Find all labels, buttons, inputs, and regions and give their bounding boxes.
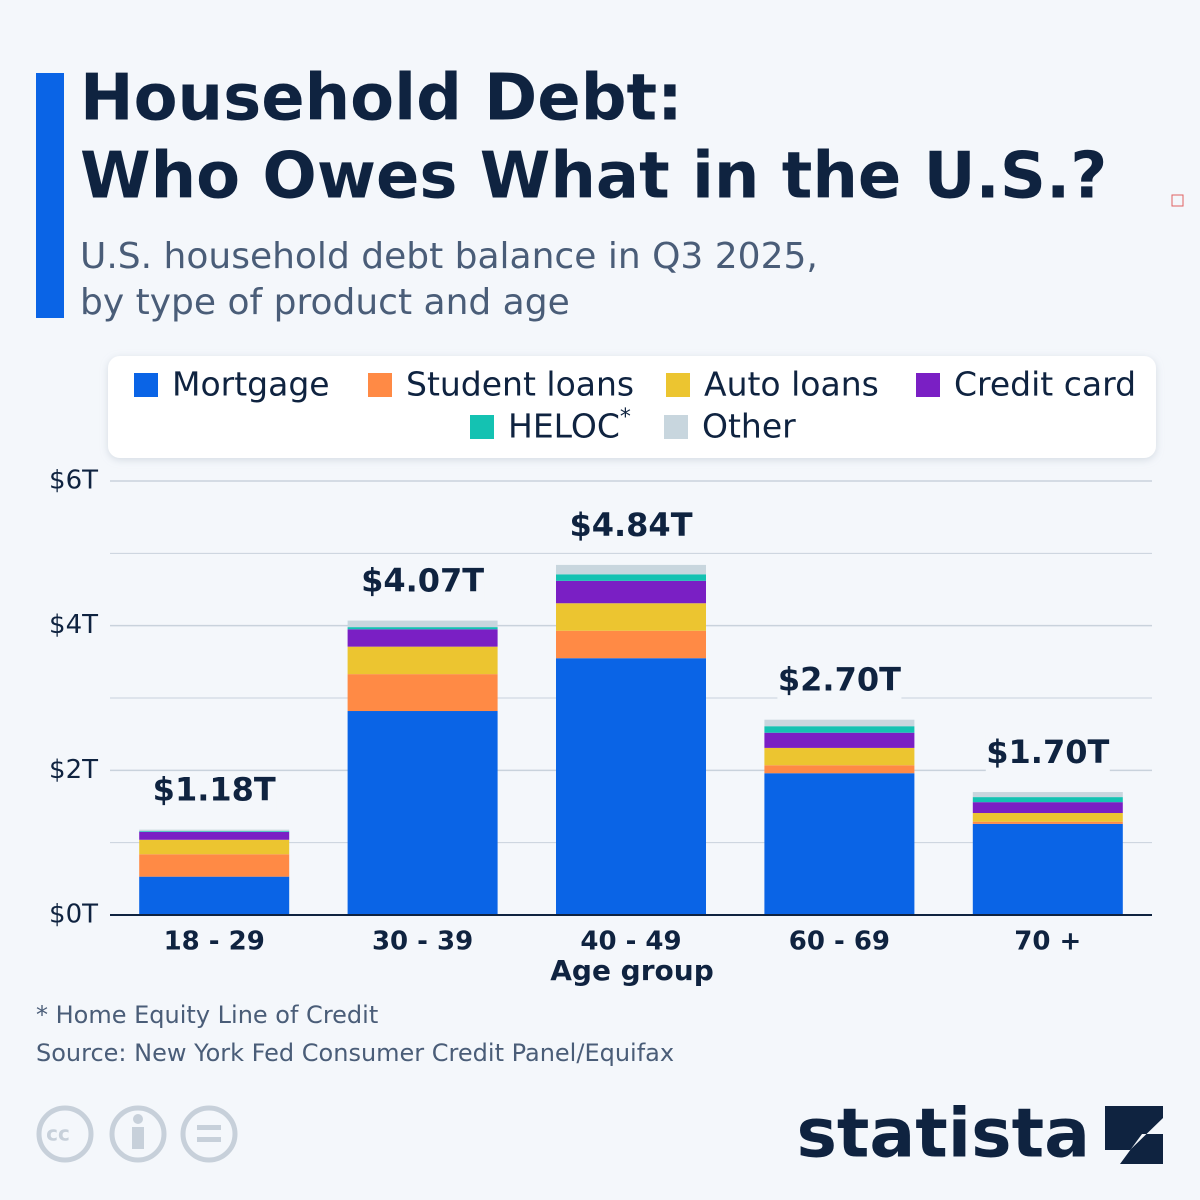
bar-segment bbox=[347, 646, 498, 675]
bar-segment bbox=[347, 620, 498, 628]
plot: $0T $2T $4T $6T $1.18T 18 - 29 $4.07T 30 - 39 $4… bbox=[49, 466, 1152, 957]
bar-segment bbox=[556, 564, 706, 575]
bar-segment bbox=[764, 719, 915, 727]
brand: statista bbox=[796, 1095, 1090, 1174]
license-icons bbox=[36, 1105, 238, 1163]
legend-swatch bbox=[664, 415, 688, 439]
bar-segment bbox=[556, 580, 706, 604]
bar-segment bbox=[972, 813, 1123, 822]
chart-subtitle: U.S. household debt balance in Q3 2025, bbox=[80, 236, 818, 277]
legend-label: Credit card bbox=[954, 365, 1136, 404]
bar-segment bbox=[972, 797, 1123, 803]
legend-label: Student loans bbox=[406, 365, 634, 404]
chart-title: Who Owes What in the U.S.? bbox=[80, 140, 1107, 214]
bar-segment bbox=[764, 747, 915, 766]
y-tick-label: $4T bbox=[49, 610, 98, 640]
cc-glyph: cc bbox=[46, 1122, 70, 1146]
legend-swatch bbox=[666, 373, 690, 397]
bar-segment bbox=[764, 726, 915, 733]
bar-segment bbox=[556, 630, 706, 659]
x-tick-label: 18 - 29 bbox=[164, 927, 265, 957]
bar-segment bbox=[556, 603, 706, 631]
bar-segment bbox=[764, 765, 915, 774]
x-tick-label: 70 + bbox=[1014, 927, 1081, 957]
bar-segment bbox=[972, 823, 1123, 915]
chart-title: Household Debt: bbox=[80, 62, 683, 136]
total-label: $1.70T bbox=[986, 733, 1109, 771]
legend-label: Mortgage bbox=[172, 365, 330, 404]
bar-segment bbox=[764, 773, 915, 915]
total-label-bg bbox=[777, 661, 902, 702]
total-label: $1.18T bbox=[153, 771, 276, 809]
bar-segment bbox=[347, 711, 498, 915]
bar-segment bbox=[764, 732, 915, 748]
y-tick-label: $0T bbox=[49, 900, 98, 930]
bar-segment bbox=[347, 629, 498, 647]
title-accent bbox=[36, 73, 64, 318]
y-tick-label: $2T bbox=[49, 755, 98, 785]
y-tick-label: $6T bbox=[49, 466, 98, 496]
bar-segment bbox=[139, 839, 290, 855]
footnote: * Home Equity Line of Credit bbox=[36, 1001, 378, 1029]
bar-segment bbox=[972, 802, 1123, 814]
x-tick-label: 40 - 49 bbox=[580, 927, 681, 957]
total-label-bg bbox=[569, 506, 693, 547]
legend-swatch bbox=[916, 373, 940, 397]
bar-segment bbox=[347, 674, 498, 712]
legend: Mortgage Student loans Auto loans Credit ca… bbox=[134, 365, 1136, 446]
total-label: $4.07T bbox=[361, 562, 484, 600]
total-label-bg bbox=[360, 562, 485, 603]
bar-segment bbox=[556, 658, 706, 915]
bar-segment bbox=[139, 876, 290, 915]
legend-footnote-marker: * bbox=[620, 405, 631, 430]
x-axis-label: Age group bbox=[550, 954, 714, 987]
legend-swatch bbox=[470, 415, 494, 439]
bar-segment bbox=[972, 821, 1123, 824]
bar-segment bbox=[347, 627, 498, 630]
total-label-bg bbox=[985, 734, 1110, 775]
x-tick-label: 60 - 69 bbox=[789, 927, 890, 957]
bar-segment bbox=[139, 831, 290, 840]
total-label: $4.84T bbox=[569, 506, 692, 544]
legend-label: Other bbox=[702, 407, 796, 446]
chart-subtitle: by type of product and age bbox=[80, 282, 570, 323]
brand-logo bbox=[1105, 1106, 1163, 1164]
legend-swatch bbox=[134, 373, 158, 397]
x-tick-label: 30 - 39 bbox=[372, 927, 473, 957]
bar-segment bbox=[139, 829, 290, 832]
legend-swatch bbox=[368, 373, 392, 397]
legend-label: HELOC* bbox=[508, 405, 631, 446]
total-label-bg bbox=[152, 771, 277, 812]
corner-icon bbox=[1171, 194, 1184, 207]
legend-label: Auto loans bbox=[704, 365, 879, 404]
source: Source: New York Fed Consumer Credit Pan… bbox=[36, 1039, 674, 1067]
license-glyphs bbox=[132, 1114, 221, 1149]
bar-segment bbox=[972, 792, 1123, 798]
bar-segment bbox=[139, 854, 290, 877]
total-label: $2.70T bbox=[778, 661, 901, 699]
bar-segment bbox=[139, 831, 290, 832]
bar-segment bbox=[556, 574, 706, 581]
